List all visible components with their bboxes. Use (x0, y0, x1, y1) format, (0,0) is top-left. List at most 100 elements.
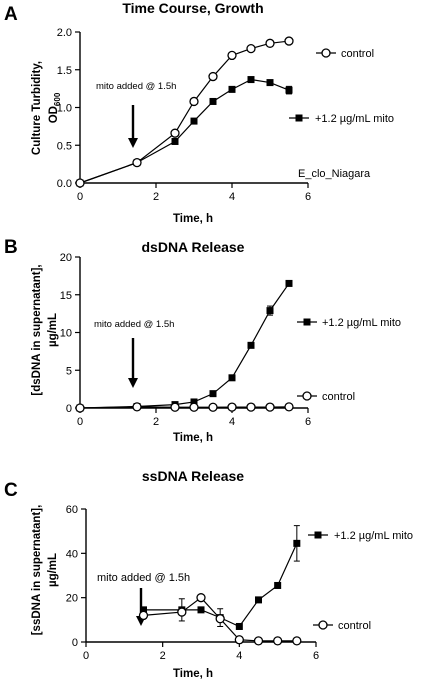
series-line (79, 40, 290, 184)
legend-marker-mito (314, 531, 322, 539)
y-tick-label: 40 (66, 548, 78, 560)
x-tick-label: 2 (153, 416, 159, 428)
y-tick-label: 1.5 (57, 65, 72, 77)
data-point-control (227, 402, 237, 412)
y-tick-label: 10 (60, 328, 72, 340)
data-point-mito (247, 76, 255, 84)
data-point-control (170, 402, 180, 412)
x-tick-label: 4 (229, 191, 235, 203)
data-point-control (265, 38, 275, 48)
data-point-mito (190, 398, 198, 406)
data-point-control (265, 402, 275, 412)
x-axis-title: Time, h (173, 668, 213, 680)
panel-label: A (4, 4, 18, 25)
data-point-control (215, 614, 225, 624)
data-point-control (284, 402, 294, 412)
data-point-mito (235, 622, 243, 630)
y-axis-title-subscript: 600 (53, 92, 62, 106)
data-point-control (177, 607, 187, 617)
data-point-control (234, 635, 244, 645)
mito-annotation: mito added @ 1.5h (97, 572, 190, 584)
panel-label: C (4, 480, 18, 501)
data-point-mito (266, 79, 274, 87)
y-axis-title-line1: [ssDNA in supernatant], (31, 505, 43, 636)
legend-label-mito: +1.2 µg/mL mito (334, 530, 413, 542)
chart-title: dsDNA Release (142, 239, 245, 255)
x-tick-label: 0 (77, 191, 83, 203)
y-axis-title-line2: OD600 (48, 92, 62, 123)
mito-annotation: mito added @ 1.5h (94, 319, 174, 330)
panel-dsdna: B dsDNA Release [dsDNA in supernatant], … (4, 237, 401, 444)
legend-marker-control (302, 391, 312, 401)
x-tick-label: 0 (83, 650, 89, 662)
y-tick-label: 20 (66, 593, 78, 605)
data-point-control (75, 178, 85, 188)
panel-label: B (4, 237, 18, 258)
data-point-mito (228, 85, 236, 93)
x-tick-label: 2 (153, 191, 159, 203)
y-tick-label: 60 (66, 504, 78, 516)
legend-label-mito: +1.2 µg/mL mito (315, 113, 394, 125)
series-line (79, 283, 290, 409)
x-tick-label: 2 (160, 650, 166, 662)
data-point-mito (190, 117, 198, 125)
legend-label-control: control (322, 391, 355, 403)
data-point-control (253, 636, 264, 646)
x-tick-label: 6 (313, 650, 319, 662)
y-axis-title-line2: µg/mL (47, 553, 59, 587)
legend: control +1.2 µg/mL mito (289, 48, 394, 125)
data-point-control (292, 636, 302, 646)
data-point-control (196, 593, 206, 603)
y-axis-title-line1: [dsDNA in supernatant], (31, 264, 43, 395)
legend-marker-mito (295, 114, 303, 122)
x-tick-label: 0 (77, 416, 83, 428)
data-point-mito (171, 137, 179, 145)
mito-annotation: mito added @ 1.5h (96, 81, 176, 92)
mito-arrow-head (128, 378, 138, 388)
x-axis-title: Time, h (173, 432, 213, 444)
data-point-control (284, 36, 294, 46)
data-point-mito (209, 97, 217, 105)
data-point-control (132, 157, 142, 168)
strain-label: E_clo_Niagara (298, 168, 371, 180)
legend: +1.2 µg/mL mito control (297, 317, 401, 403)
legend-marker-control (318, 620, 328, 630)
legend-marker-mito (303, 318, 311, 326)
data-point-control (132, 402, 142, 412)
legend-label-control: control (338, 620, 371, 632)
chart-title: ssDNA Release (142, 468, 244, 484)
data-point-control (208, 71, 218, 82)
chart-title: Time Course, Growth (122, 0, 263, 16)
data-point-control (246, 402, 256, 412)
data-point-mito (274, 581, 282, 589)
data-point-mito (285, 86, 293, 94)
x-tick-label: 4 (236, 650, 242, 662)
data-point-control (208, 402, 218, 412)
data-point-control (170, 128, 180, 138)
x-tick-label: 4 (229, 416, 235, 428)
y-tick-label: 0.0 (57, 178, 72, 190)
y-tick-label: 20 (60, 252, 72, 264)
x-axis-title: Time, h (173, 213, 213, 225)
legend-label-mito: +1.2 µg/mL mito (322, 317, 401, 329)
y-tick-label: 0.5 (57, 140, 72, 152)
legend: +1.2 µg/mL mito control (308, 530, 413, 632)
data-point-control (138, 610, 149, 621)
data-point-mito (247, 341, 255, 349)
panel-ssdna: C ssDNA Release [ssDNA in supernatant], … (4, 468, 413, 680)
legend-label-control: control (341, 48, 374, 60)
y-tick-label: 2.0 (57, 27, 72, 39)
data-point-control (273, 636, 283, 646)
y-tick-label: 15 (60, 290, 72, 302)
y-axis-title-line1: Culture Turbidity, (31, 61, 43, 155)
data-point-mito (197, 606, 205, 614)
data-point-control (227, 50, 237, 61)
data-point-control (189, 96, 199, 107)
data-point-mito (209, 390, 217, 398)
y-tick-label: 0 (72, 637, 78, 649)
y-axis-title-od: OD (48, 106, 60, 123)
data-point-mito (293, 539, 301, 547)
panel-growth: A Time Course, Growth Culture Turbidity,… (4, 0, 394, 225)
mito-arrow-head (128, 138, 138, 148)
